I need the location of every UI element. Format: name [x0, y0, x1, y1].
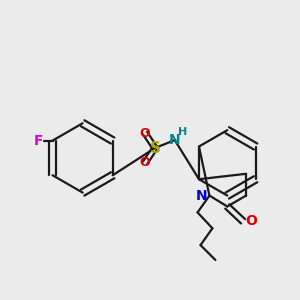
Text: N: N — [196, 189, 207, 202]
Text: O: O — [140, 156, 150, 170]
Text: S: S — [149, 140, 161, 155]
Text: H: H — [178, 127, 187, 137]
Text: F: F — [34, 134, 43, 148]
Text: O: O — [140, 127, 150, 140]
Text: O: O — [245, 214, 257, 228]
Text: N: N — [169, 133, 181, 147]
